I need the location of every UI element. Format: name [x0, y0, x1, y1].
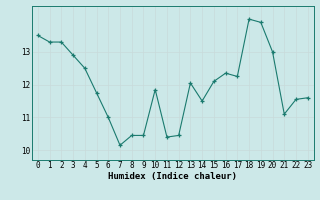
X-axis label: Humidex (Indice chaleur): Humidex (Indice chaleur) — [108, 172, 237, 181]
